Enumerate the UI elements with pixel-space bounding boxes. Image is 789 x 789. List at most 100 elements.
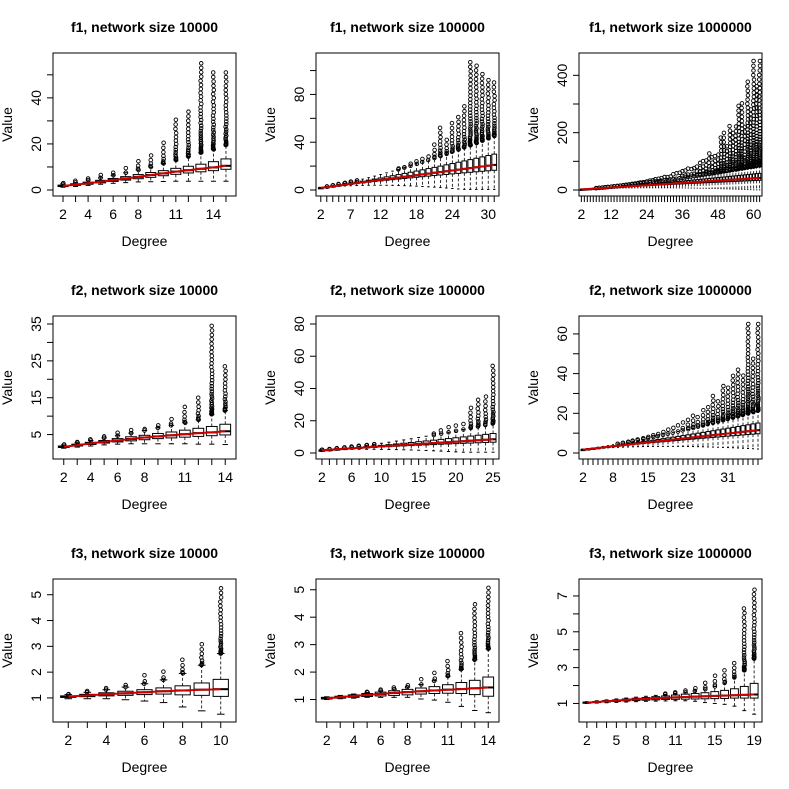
outlier-point — [211, 79, 216, 84]
outlier-point — [209, 398, 214, 403]
outlier-point — [223, 87, 229, 93]
outlier-point — [186, 109, 191, 114]
outlier-point — [103, 687, 109, 692]
outlier-point — [209, 391, 214, 397]
x-tick-label: 24 — [445, 206, 461, 222]
outlier-point — [218, 595, 224, 600]
outlier-point — [754, 144, 760, 150]
box-60 — [751, 58, 757, 191]
outlier-point — [173, 130, 179, 136]
outlier-point — [490, 381, 496, 386]
box-22 — [680, 420, 686, 447]
outlier-point — [736, 148, 742, 154]
y-tick-label: 4 — [28, 616, 44, 624]
outlier-point — [721, 130, 727, 136]
outlier-point — [459, 640, 464, 645]
outlier-point — [721, 140, 726, 145]
box-iqr — [739, 685, 749, 699]
median-trend-line — [326, 686, 489, 700]
outlier-point — [209, 389, 215, 394]
box-7 — [120, 165, 132, 184]
y-tick-label: 20 — [554, 405, 570, 421]
y-tick-label: 5 — [291, 586, 307, 594]
outlier-point — [690, 418, 696, 423]
outlier-point — [218, 638, 223, 644]
outlier-point — [750, 399, 755, 405]
outlier-point — [431, 431, 437, 436]
outlier-point — [209, 337, 214, 342]
outlier-point — [670, 430, 675, 435]
outlier-point — [697, 171, 703, 177]
outlier-point — [750, 370, 756, 375]
outlier-point — [730, 408, 736, 413]
outlier-point — [449, 130, 455, 135]
outlier-point — [751, 635, 757, 640]
x-tick-label: 36 — [675, 206, 691, 222]
outlier-point — [209, 400, 215, 405]
outlier-point — [476, 419, 481, 424]
outlier-point — [182, 414, 187, 419]
outlier-point — [459, 660, 464, 666]
outlier-point — [486, 103, 491, 108]
outlier-point — [459, 662, 464, 668]
outlier-point — [161, 675, 166, 680]
x-tick-label: 5 — [612, 732, 620, 748]
outlier-point — [635, 437, 640, 442]
outlier-point — [716, 152, 721, 157]
median-trend-line — [586, 693, 755, 704]
outlier-point — [182, 404, 188, 410]
outlier-point — [209, 378, 215, 383]
outlier-point — [727, 156, 733, 162]
outlier-point — [86, 177, 91, 183]
outlier-point — [490, 363, 495, 369]
outlier-point — [209, 341, 214, 346]
outlier-point — [745, 139, 751, 144]
outlier-point — [161, 669, 166, 674]
outlier-point — [218, 633, 224, 639]
outlier-point — [735, 397, 741, 403]
box-9 — [145, 153, 157, 183]
outlier-point — [754, 92, 760, 98]
outlier-point — [755, 335, 761, 340]
box-18 — [413, 159, 420, 187]
outlier-point — [727, 128, 733, 133]
outlier-point — [462, 137, 467, 142]
outlier-point — [438, 130, 443, 135]
box-iqr — [489, 432, 497, 443]
x-tick-label: 12 — [373, 206, 389, 222]
outlier-point — [223, 368, 228, 374]
box-iqr — [730, 688, 739, 699]
outlier-point — [437, 138, 443, 144]
outlier-point — [432, 670, 437, 676]
outlier-point — [754, 97, 759, 102]
outlier-point — [757, 68, 763, 73]
x-tick-label: 10 — [213, 732, 229, 748]
outlier-point — [450, 146, 455, 151]
box-24 — [690, 413, 696, 448]
outlier-point — [490, 407, 496, 412]
outlier-point — [730, 382, 736, 388]
box-20 — [670, 425, 676, 447]
box-19 — [749, 587, 759, 715]
outlier-point — [757, 137, 762, 142]
outlier-point — [210, 119, 216, 125]
outlier-point — [449, 120, 455, 126]
outlier-point — [474, 115, 479, 121]
x-tick-label: 6 — [114, 469, 122, 485]
outlier-point — [739, 118, 745, 124]
outlier-point — [750, 403, 756, 409]
outlier-point — [710, 417, 716, 423]
outlier-point — [730, 400, 736, 406]
outlier-point — [745, 326, 751, 331]
outlier-point — [745, 343, 751, 348]
outlier-point — [683, 175, 688, 180]
outlier-point — [483, 394, 489, 399]
outlier-point — [405, 683, 411, 688]
outlier-point — [468, 121, 473, 127]
outlier-point — [480, 85, 485, 90]
outlier-point — [721, 163, 727, 168]
x-tick-label: 31 — [720, 469, 736, 485]
box-21 — [675, 423, 681, 447]
outlier-point — [742, 124, 748, 130]
y-tick-label: 1 — [554, 699, 570, 707]
